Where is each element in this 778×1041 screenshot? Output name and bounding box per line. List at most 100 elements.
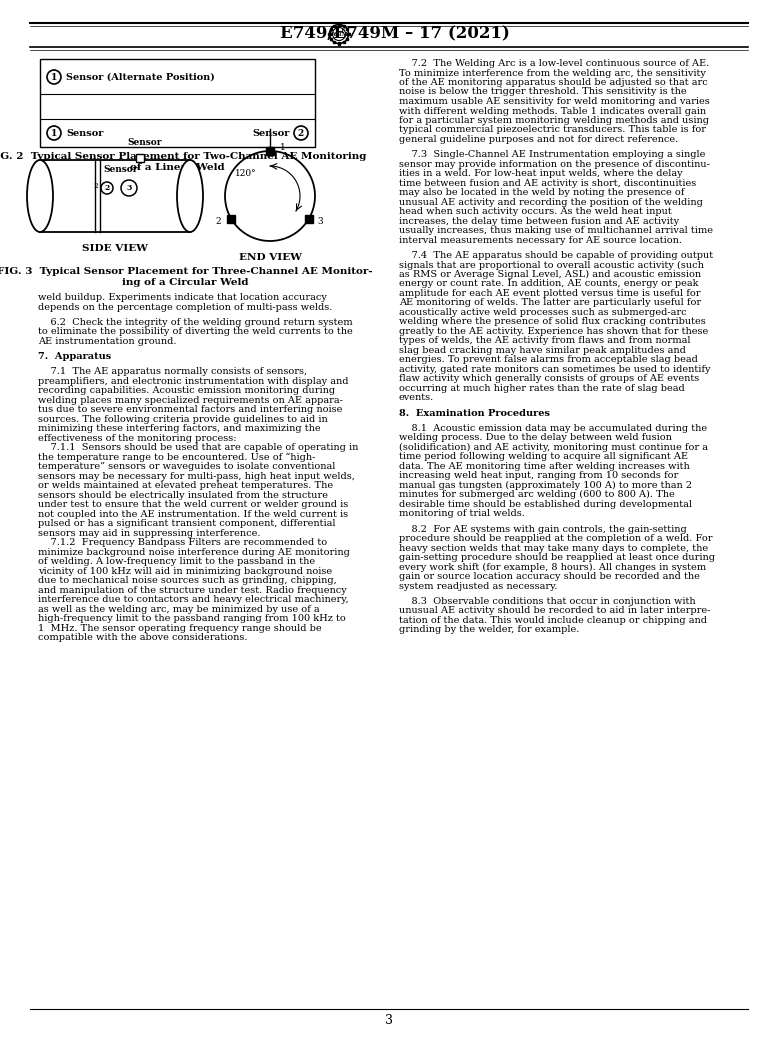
Bar	[342, 25, 345, 27]
Text: vicinity of 100 kHz will aid in minimizing background noise: vicinity of 100 kHz will aid in minimizi…	[38, 566, 332, 576]
Text: To minimize interference from the welding arc, the sensitivity: To minimize interference from the weldin…	[399, 69, 706, 77]
Text: data. The AE monitoring time after welding increases with: data. The AE monitoring time after weldi…	[399, 462, 690, 471]
Text: pulsed or has a significant transient component, differential: pulsed or has a significant transient co…	[38, 519, 335, 528]
Ellipse shape	[27, 160, 53, 232]
Bar	[330, 37, 332, 40]
Text: grinding by the welder, for example.: grinding by the welder, for example.	[399, 626, 580, 634]
Text: gain-setting procedure should be reapplied at least once during: gain-setting procedure should be reappli…	[399, 553, 715, 562]
Text: minimize background noise interference during AE monitoring: minimize background noise interference d…	[38, 548, 350, 557]
Text: welding places many specialized requirements on AE appara-: welding places many specialized requirem…	[38, 396, 343, 405]
Text: 2: 2	[93, 182, 98, 191]
Text: of welding. A low-frequency limit to the passband in the: of welding. A low-frequency limit to the…	[38, 557, 315, 566]
Text: 2: 2	[216, 217, 221, 226]
Text: time period following welding to acquire all significant AE: time period following welding to acquire…	[399, 452, 688, 461]
Text: activity, gated rate monitors can sometimes be used to identify: activity, gated rate monitors can someti…	[399, 365, 710, 374]
Text: ing of a Circular Weld: ing of a Circular Weld	[121, 278, 248, 287]
Text: ASTM: ASTM	[331, 31, 347, 36]
Text: E749/E749M – 17 (2021): E749/E749M – 17 (2021)	[280, 25, 510, 43]
Text: may also be located in the weld by noting the presence of: may also be located in the weld by notin…	[399, 188, 685, 197]
Text: 7.  Apparatus: 7. Apparatus	[38, 352, 111, 361]
Text: 8.2  For AE systems with gain controls, the gain-setting: 8.2 For AE systems with gain controls, t…	[399, 525, 687, 533]
Text: tus due to severe environmental factors and interfering noise: tus due to severe environmental factors …	[38, 405, 342, 414]
Text: 7.2  The Welding Arc is a low-level continuous source of AE.: 7.2 The Welding Arc is a low-level conti…	[399, 59, 710, 68]
Text: greatly to the AE activity. Experience has shown that for these: greatly to the AE activity. Experience h…	[399, 327, 708, 336]
Text: procedure should be reapplied at the completion of a weld. For: procedure should be reapplied at the com…	[399, 534, 713, 543]
Bar	[136, 154, 144, 162]
Text: Sensor: Sensor	[253, 128, 290, 137]
Bar	[333, 41, 335, 44]
Text: 3: 3	[317, 217, 323, 226]
Text: unusual AE activity should be recorded to aid in later interpre-: unusual AE activity should be recorded t…	[399, 606, 710, 615]
Text: temperature” sensors or waveguides to isolate conventional: temperature” sensors or waveguides to is…	[38, 462, 335, 472]
Text: 3: 3	[385, 1015, 393, 1027]
Text: time between fusion and AE activity is short, discontinuities: time between fusion and AE activity is s…	[399, 179, 696, 187]
Text: types of welds, the AE activity from flaws and from normal: types of welds, the AE activity from fla…	[399, 336, 691, 346]
Text: signals that are proportional to overall acoustic activity (such: signals that are proportional to overall…	[399, 260, 704, 270]
Text: of a Linear Weld: of a Linear Weld	[130, 163, 225, 172]
Text: END VIEW: END VIEW	[239, 253, 301, 262]
Text: sensors may be necessary for multi-pass, high heat input welds,: sensors may be necessary for multi-pass,…	[38, 472, 355, 481]
Text: heavy section welds that may take many days to complete, the: heavy section welds that may take many d…	[399, 543, 708, 553]
Text: 2: 2	[298, 128, 304, 137]
Text: under test to ensure that the weld current or welder ground is: under test to ensure that the weld curre…	[38, 500, 349, 509]
Text: amplitude for each AE event plotted versus time is useful for: amplitude for each AE event plotted vers…	[399, 289, 700, 298]
Text: slag bead cracking may have similar peak amplitudes and: slag bead cracking may have similar peak…	[399, 346, 686, 355]
Text: welding process. Due to the delay between weld fusion: welding process. Due to the delay betwee…	[399, 433, 672, 442]
Text: due to mechanical noise sources such as grinding, chipping,: due to mechanical noise sources such as …	[38, 576, 337, 585]
Text: energies. To prevent false alarms from acceptable slag bead: energies. To prevent false alarms from a…	[399, 355, 698, 364]
Text: preamplifiers, and electronic instrumentation with display and: preamplifiers, and electronic instrument…	[38, 377, 349, 385]
Text: maximum usable AE sensitivity for weld monitoring and varies: maximum usable AE sensitivity for weld m…	[399, 97, 710, 106]
Bar	[346, 37, 349, 40]
Text: Sensor (Alternate Position): Sensor (Alternate Position)	[66, 73, 215, 81]
Text: increases, the delay time between fusion and AE activity: increases, the delay time between fusion…	[399, 217, 679, 226]
Text: interference due to contactors and heavy electrical machinery,: interference due to contactors and heavy…	[38, 595, 349, 604]
Text: 7.1.1  Sensors should be used that are capable of operating in: 7.1.1 Sensors should be used that are ca…	[38, 443, 359, 452]
Text: or welds maintained at elevated preheat temperatures. The: or welds maintained at elevated preheat …	[38, 481, 333, 490]
Text: 7.1  The AE apparatus normally consists of sensors,: 7.1 The AE apparatus normally consists o…	[38, 367, 307, 376]
Text: system readjusted as necessary.: system readjusted as necessary.	[399, 582, 558, 590]
Text: acoustically active weld processes such as submerged-arc: acoustically active weld processes such …	[399, 308, 687, 316]
Bar	[40, 59, 315, 147]
Text: (solidification) and AE activity, monitoring must continue for a: (solidification) and AE activity, monito…	[399, 442, 708, 452]
Text: 120°: 120°	[235, 170, 257, 178]
Text: as RMS or Average Signal Level, ASL) and acoustic emission: as RMS or Average Signal Level, ASL) and…	[399, 270, 701, 279]
Text: AE monitoring of welds. The latter are particularly useful for: AE monitoring of welds. The latter are p…	[399, 299, 701, 307]
Text: AE instrumentation ground.: AE instrumentation ground.	[38, 336, 177, 346]
Text: 6.2  Check the integrity of the welding ground return system: 6.2 Check the integrity of the welding g…	[38, 318, 352, 327]
Text: 1  MHz. The sensor operating frequency range should be: 1 MHz. The sensor operating frequency ra…	[38, 624, 321, 633]
Ellipse shape	[177, 160, 203, 232]
Text: monitoring of trial welds.: monitoring of trial welds.	[399, 509, 525, 518]
Text: 7.3  Single-Channel AE Instrumentation employing a single: 7.3 Single-Channel AE Instrumentation em…	[399, 150, 706, 159]
Text: unusual AE activity and recording the position of the welding: unusual AE activity and recording the po…	[399, 198, 703, 207]
Text: FIG. 3  Typical Sensor Placement for Three-Channel AE Monitor-: FIG. 3 Typical Sensor Placement for Thre…	[0, 266, 373, 276]
Text: minutes for submerged arc welding (600 to 800 A). The: minutes for submerged arc welding (600 t…	[399, 490, 675, 500]
Text: 7.4  The AE apparatus should be capable of providing output: 7.4 The AE apparatus should be capable o…	[399, 251, 713, 260]
Text: welding where the presence of solid flux cracking contributes: welding where the presence of solid flux…	[399, 318, 706, 327]
Text: of the AE monitoring apparatus should be adjusted so that arc: of the AE monitoring apparatus should be…	[399, 78, 708, 87]
Text: recording capabilities. Acoustic emission monitoring during: recording capabilities. Acoustic emissio…	[38, 386, 335, 396]
Text: Sensor: Sensor	[103, 166, 138, 174]
Text: 1: 1	[280, 143, 286, 152]
Bar	[227, 214, 235, 223]
Text: tation of the data. This would include cleanup or chipping and: tation of the data. This would include c…	[399, 615, 707, 625]
Text: with different welding methods. Table 1 indicates overall gain: with different welding methods. Table 1 …	[399, 106, 706, 116]
Text: 1: 1	[51, 128, 58, 137]
Text: effectiveness of the monitoring process:: effectiveness of the monitoring process:	[38, 434, 237, 442]
Bar	[346, 28, 349, 30]
Text: 7.1.2  Frequency Bandpass Filters are recommended to: 7.1.2 Frequency Bandpass Filters are rec…	[38, 538, 327, 548]
Text: events.: events.	[399, 393, 434, 403]
Bar	[266, 147, 274, 155]
Text: every work shift (for example, 8 hours). All changes in system: every work shift (for example, 8 hours).…	[399, 562, 706, 572]
Text: Sensor: Sensor	[66, 128, 103, 137]
Text: the temperature range to be encountered. Use of “high-: the temperature range to be encountered.…	[38, 453, 315, 462]
Text: sensor may provide information on the presence of discontinu-: sensor may provide information on the pr…	[399, 159, 710, 169]
Text: usually increases, thus making use of multichannel arrival time: usually increases, thus making use of mu…	[399, 226, 713, 235]
Text: to eliminate the possibility of diverting the weld currents to the: to eliminate the possibility of divertin…	[38, 327, 352, 336]
Text: 8.  Examination Procedures: 8. Examination Procedures	[399, 409, 550, 417]
Text: desirable time should be established during developmental: desirable time should be established dur…	[399, 500, 692, 509]
Text: weld buildup. Experiments indicate that location accuracy: weld buildup. Experiments indicate that …	[38, 293, 327, 302]
Text: high-frequency limit to the passband ranging from 100 kHz to: high-frequency limit to the passband ran…	[38, 614, 345, 624]
Bar	[342, 41, 345, 44]
Bar	[40, 160, 190, 232]
Bar	[338, 43, 340, 45]
